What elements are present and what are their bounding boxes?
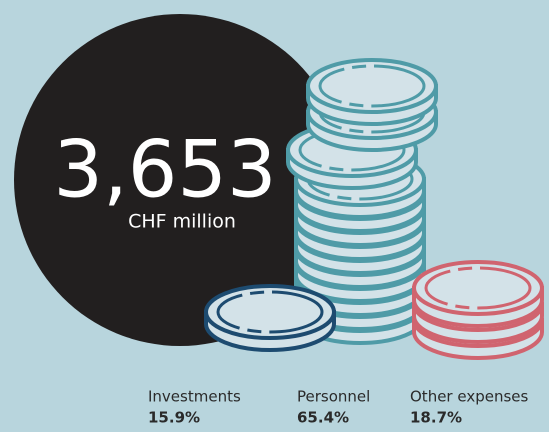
- item-label: Other expenses: [410, 388, 529, 406]
- coin-part: [306, 58, 438, 114]
- coin-part: [216, 290, 324, 334]
- total-value: 3,653: [53, 125, 276, 215]
- coins: [204, 58, 544, 360]
- item-label: Investments: [148, 388, 241, 406]
- item-label: Personnel: [297, 388, 370, 406]
- item-share: 15.9%: [148, 409, 200, 427]
- coin-part: [424, 266, 532, 310]
- coin-part: [412, 260, 544, 316]
- coin-part: [298, 128, 406, 172]
- item-share: 18.7%: [410, 409, 462, 427]
- coin-part: [318, 64, 426, 108]
- coin-part: [204, 284, 336, 340]
- item-share: 65.4%: [297, 409, 349, 427]
- total-unit: CHF million: [128, 211, 236, 233]
- total-circle: [14, 14, 346, 346]
